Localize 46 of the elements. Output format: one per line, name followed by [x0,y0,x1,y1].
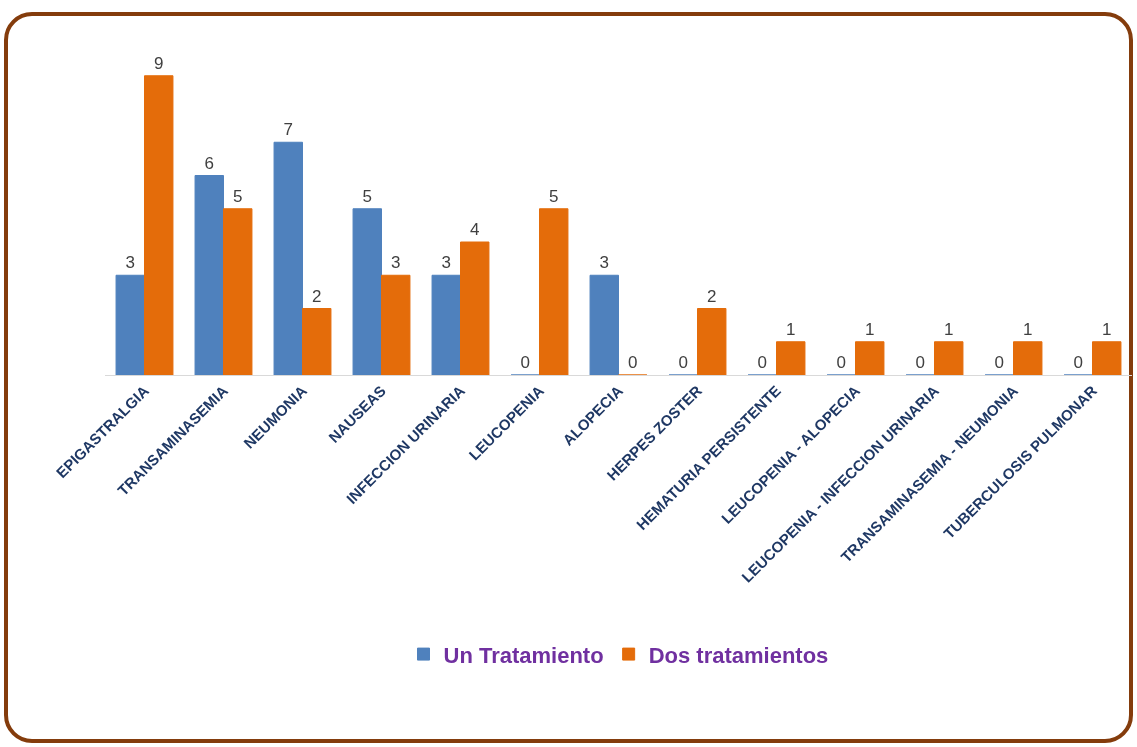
bar [460,241,490,375]
data-label: 2 [706,286,717,306]
data-label: 0 [627,353,638,372]
bar [589,274,619,375]
bar [115,274,145,375]
legend-label: Un Tratamiento [443,642,604,668]
bar [539,208,569,375]
bar [934,341,964,375]
bar [352,208,382,375]
data-label: 0 [836,353,847,372]
bar [302,308,332,375]
data-label: 2 [311,286,322,306]
data-label: 1 [864,319,875,339]
data-label: 3 [125,253,136,273]
data-label: 9 [153,53,164,73]
data-label: 1 [785,319,796,339]
data-label: 3 [390,253,401,273]
legend-label: Dos tratamientos [648,642,829,668]
data-label: 0 [994,353,1005,372]
data-label: 5 [362,186,373,206]
data-label: 5 [232,186,243,206]
data-label: 3 [599,253,610,273]
data-label: 1 [943,319,954,339]
bar [381,274,411,375]
data-label: 0 [915,353,926,372]
bar [223,208,253,375]
data-label: 1 [1101,319,1112,339]
bar [1092,341,1122,375]
bar [431,274,461,375]
data-label: 0 [757,353,768,372]
data-label: 0 [1073,353,1084,372]
bar [1013,341,1043,375]
data-label: 5 [548,186,559,206]
data-label: 3 [441,253,452,273]
data-label: 4 [469,220,480,239]
data-label: 7 [283,120,294,140]
bar [776,341,806,375]
bar [194,175,224,375]
bar [855,341,885,375]
data-label: 0 [520,353,531,372]
data-label: 1 [1022,319,1033,339]
data-label: 6 [204,153,215,173]
data-label: 0 [678,353,689,372]
bar [273,141,303,375]
bar [144,75,174,375]
bar [697,308,727,375]
